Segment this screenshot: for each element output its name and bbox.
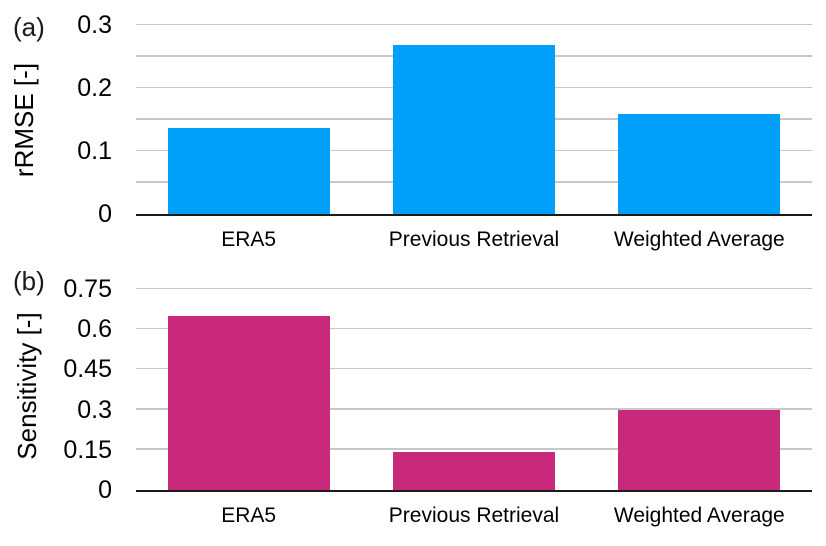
panel-a-label: (a) — [13, 12, 45, 42]
y-tick-label: 0.1 — [77, 137, 112, 165]
panel-a-plot-area — [136, 23, 812, 216]
panel-b-label: (b) — [13, 266, 45, 296]
gridline — [136, 287, 812, 289]
bar-weighted-average — [618, 114, 781, 214]
category-label-previous-retrieval: Previous Retrieval — [388, 228, 560, 251]
category-label-era5: ERA5 — [221, 228, 277, 251]
bar-previous-retrieval — [393, 44, 555, 214]
y-tick-label: 0.2 — [77, 74, 112, 102]
gridline — [136, 327, 812, 330]
gridline — [136, 448, 812, 450]
gridline — [136, 408, 812, 410]
bar-weighted-average — [618, 409, 781, 490]
y-tick-label: 0 — [98, 476, 112, 504]
bar-era5 — [167, 127, 330, 214]
y-tick-label: 0.45 — [63, 355, 112, 384]
panel-b-plot-area — [136, 287, 812, 492]
y-tick-label: 0 — [98, 200, 112, 228]
y-tick-label: 0.75 — [63, 275, 112, 303]
y-tick-label: 0.6 — [77, 315, 112, 344]
category-label-weighted-average: Weighted Average — [613, 228, 785, 251]
category-label-previous-retrieval: Previous Retrieval — [388, 504, 560, 527]
gridline — [136, 23, 812, 25]
category-label-weighted-average: Weighted Average — [613, 504, 785, 527]
y-tick-label: 0.15 — [63, 435, 112, 464]
y-tick-label: 0.3 — [77, 395, 112, 424]
y-tick-label: 0.3 — [77, 11, 112, 39]
bar-era5 — [167, 315, 330, 490]
gridline — [136, 367, 812, 370]
category-label-era5: ERA5 — [221, 504, 277, 527]
bar-previous-retrieval — [393, 452, 555, 490]
